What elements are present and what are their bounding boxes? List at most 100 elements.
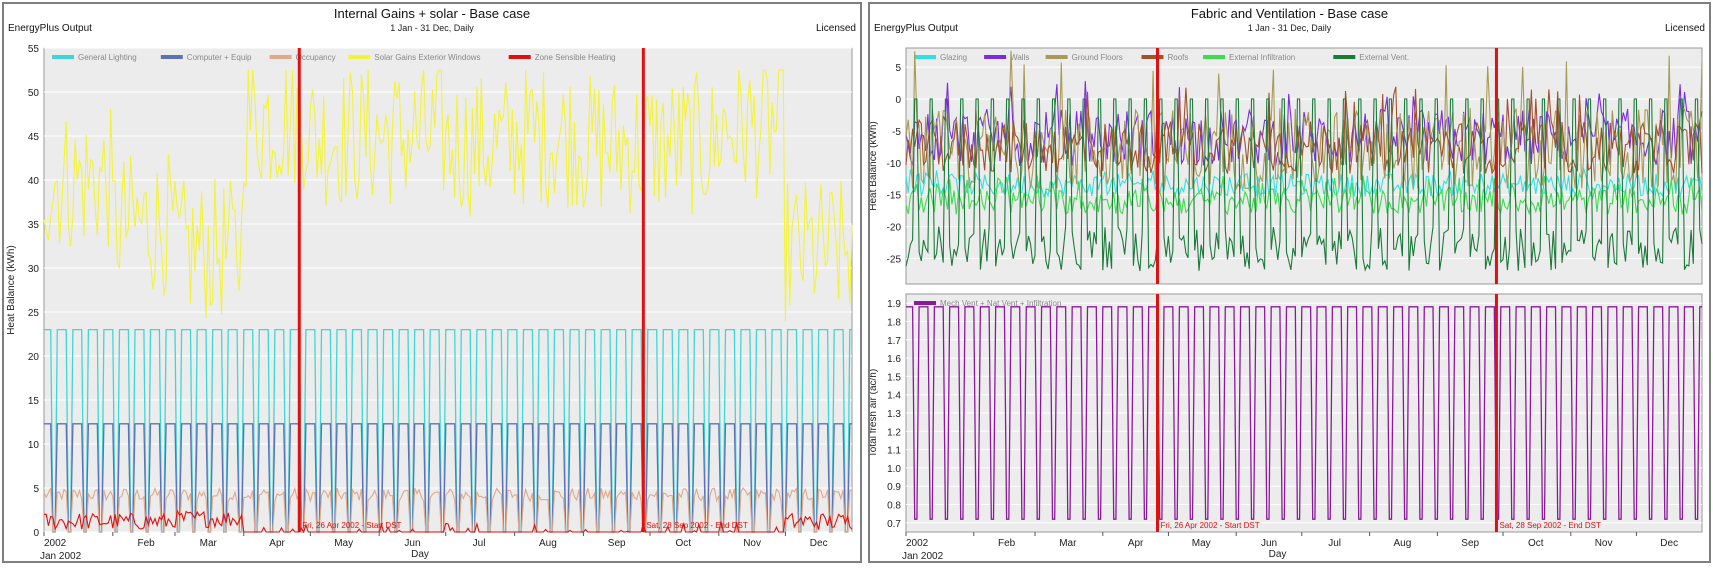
x-tick-label: 2002 xyxy=(44,538,67,549)
x-tick-label: Aug xyxy=(1394,538,1412,549)
x-tick-label: Feb xyxy=(998,538,1016,549)
dst-event-label: Fri, 26 Apr 2002 - Start DST xyxy=(302,521,401,530)
license-label: Licensed xyxy=(816,23,856,34)
y-tick-label: -15 xyxy=(887,191,902,202)
series-line-external-infiltration xyxy=(905,175,1703,216)
x-tick-label: Sep xyxy=(608,538,626,549)
y-tick-label: 0.8 xyxy=(887,501,901,512)
legend-label: Mech Vent + Nat Vent + Infiltration xyxy=(940,299,1061,308)
series-line-walls xyxy=(905,81,1703,167)
y-tick-label: 50 xyxy=(28,88,40,99)
y-tick-label: 15 xyxy=(28,396,40,407)
y-tick-label: 5 xyxy=(895,63,901,74)
x-tick-label: Dec xyxy=(1660,538,1678,549)
y-tick-label: 1.4 xyxy=(887,391,901,402)
y-tick-label: 30 xyxy=(28,264,40,275)
legend-label: General Lighting xyxy=(78,53,137,62)
dst-event-label: Sat, 28 Sep 2002 - End DST xyxy=(1499,521,1601,530)
legend-label: Zone Sensible Heating xyxy=(535,53,616,62)
x-tick-label: Nov xyxy=(1595,538,1613,549)
y-tick-label: 0 xyxy=(33,528,39,539)
y-tick-label: -20 xyxy=(887,223,902,234)
x-secondary-label: Jan 2002 xyxy=(902,551,944,561)
x-tick-label: Sep xyxy=(1461,538,1479,549)
x-tick-label: May xyxy=(1192,538,1211,549)
y-tick-label: 0.9 xyxy=(887,482,901,493)
x-tick-label: Dec xyxy=(810,538,828,549)
y-tick-label: 40 xyxy=(28,176,40,187)
x-tick-label: Aug xyxy=(539,538,557,549)
y-axis-label: Heat Balance (kWh) xyxy=(870,121,879,210)
series-line-zone-sensible-heating xyxy=(43,508,853,534)
x-axis-label: Day xyxy=(411,549,429,560)
x-tick-label: Mar xyxy=(1059,538,1077,549)
legend-label: Ground Floors xyxy=(1072,53,1123,62)
legend-label: Walls xyxy=(1010,53,1029,62)
y-tick-label: 55 xyxy=(28,44,40,55)
y-tick-label: 1.2 xyxy=(887,427,901,438)
legend-label: Solar Gains Exterior Windows xyxy=(374,53,480,62)
y-tick-label: 1.6 xyxy=(887,354,901,365)
series-line-occupancy xyxy=(43,486,853,533)
series-line-solar-gains-exterior-windows xyxy=(43,69,853,322)
y-tick-label: 1.1 xyxy=(887,446,901,457)
y-tick-label: 1.9 xyxy=(887,299,901,310)
y-tick-label: -25 xyxy=(887,254,902,265)
legend-label: Occupancy xyxy=(296,53,336,62)
series-line-external-vent- xyxy=(905,98,1703,272)
x-tick-label: May xyxy=(334,538,353,549)
y-tick-label: 10 xyxy=(28,440,40,451)
y-tick-label: 35 xyxy=(28,220,40,231)
y-tick-label: 45 xyxy=(28,132,40,143)
y-tick-label: 25 xyxy=(28,308,40,319)
y-axis-label: Total fresh air (ac/h) xyxy=(870,369,879,457)
x-tick-label: Apr xyxy=(1128,538,1144,549)
legend-label: Computer + Equip xyxy=(187,53,252,62)
y-tick-label: 20 xyxy=(28,352,40,363)
y-tick-label: 1.5 xyxy=(887,372,901,383)
output-source-label: EnergyPlus Output xyxy=(8,23,92,34)
chart-subtitle: 1 Jan - 31 Dec, Daily xyxy=(390,23,474,33)
dst-event-label: Fri, 26 Apr 2002 - Start DST xyxy=(1160,521,1259,530)
fabric-ventilation-chart: Fabric and Ventilation - Base case 1 Jan … xyxy=(870,6,1705,561)
legend-label: Roofs xyxy=(1168,53,1189,62)
x-tick-label: Apr xyxy=(269,538,285,549)
y-tick-label: 0.7 xyxy=(887,519,901,530)
chart-title: Fabric and Ventilation - Base case xyxy=(1191,6,1388,21)
x-tick-label: Nov xyxy=(743,538,761,549)
x-secondary-label: Jan 2002 xyxy=(40,551,82,561)
series-line-glazing xyxy=(905,167,1703,199)
x-tick-label: Jul xyxy=(1328,538,1341,549)
y-tick-label: 5 xyxy=(33,484,39,495)
y-tick-label: -5 xyxy=(892,127,901,138)
series-line-roofs xyxy=(905,86,1703,175)
x-tick-label: Jul xyxy=(473,538,486,549)
output-source-label: EnergyPlus Output xyxy=(874,23,958,34)
y-tick-label: 1.3 xyxy=(887,409,901,420)
license-label: Licensed xyxy=(1665,23,1705,34)
y-axis-label: Heat Balance (kWh) xyxy=(6,245,17,334)
x-axis-label: Day xyxy=(1269,549,1287,560)
legend-label: External Infiltration xyxy=(1229,53,1295,62)
fabric-ventilation-panel: Fabric and Ventilation - Base case 1 Jan … xyxy=(868,2,1711,563)
chart-title: Internal Gains + solar - Base case xyxy=(334,6,530,21)
x-tick-label: Jun xyxy=(1261,538,1277,549)
x-tick-label: Oct xyxy=(1528,538,1544,549)
y-tick-label: 1.8 xyxy=(887,317,901,328)
y-tick-label: -10 xyxy=(887,159,902,170)
x-tick-label: Mar xyxy=(200,538,218,549)
internal-gains-chart: Internal Gains + solar - Base case 1 Jan … xyxy=(6,6,856,561)
y-tick-label: 1.0 xyxy=(887,464,901,475)
legend-label: External Vent. xyxy=(1359,53,1409,62)
x-tick-label: 2002 xyxy=(906,538,929,549)
x-tick-label: Oct xyxy=(676,538,692,549)
x-tick-label: Jun xyxy=(404,538,420,549)
internal-gains-panel: Internal Gains + solar - Base case 1 Jan … xyxy=(2,2,862,563)
chart-subtitle: 1 Jan - 31 Dec, Daily xyxy=(1248,23,1332,33)
series-line-mech-vent-nat-vent-infiltration xyxy=(906,306,1702,520)
legend-label: Glazing xyxy=(940,53,967,62)
x-tick-label: Feb xyxy=(137,538,155,549)
dst-event-label: Sat, 28 Sep 2002 - End DST xyxy=(646,521,748,530)
y-tick-label: 1.7 xyxy=(887,336,901,347)
y-tick-label: 0 xyxy=(895,95,901,106)
